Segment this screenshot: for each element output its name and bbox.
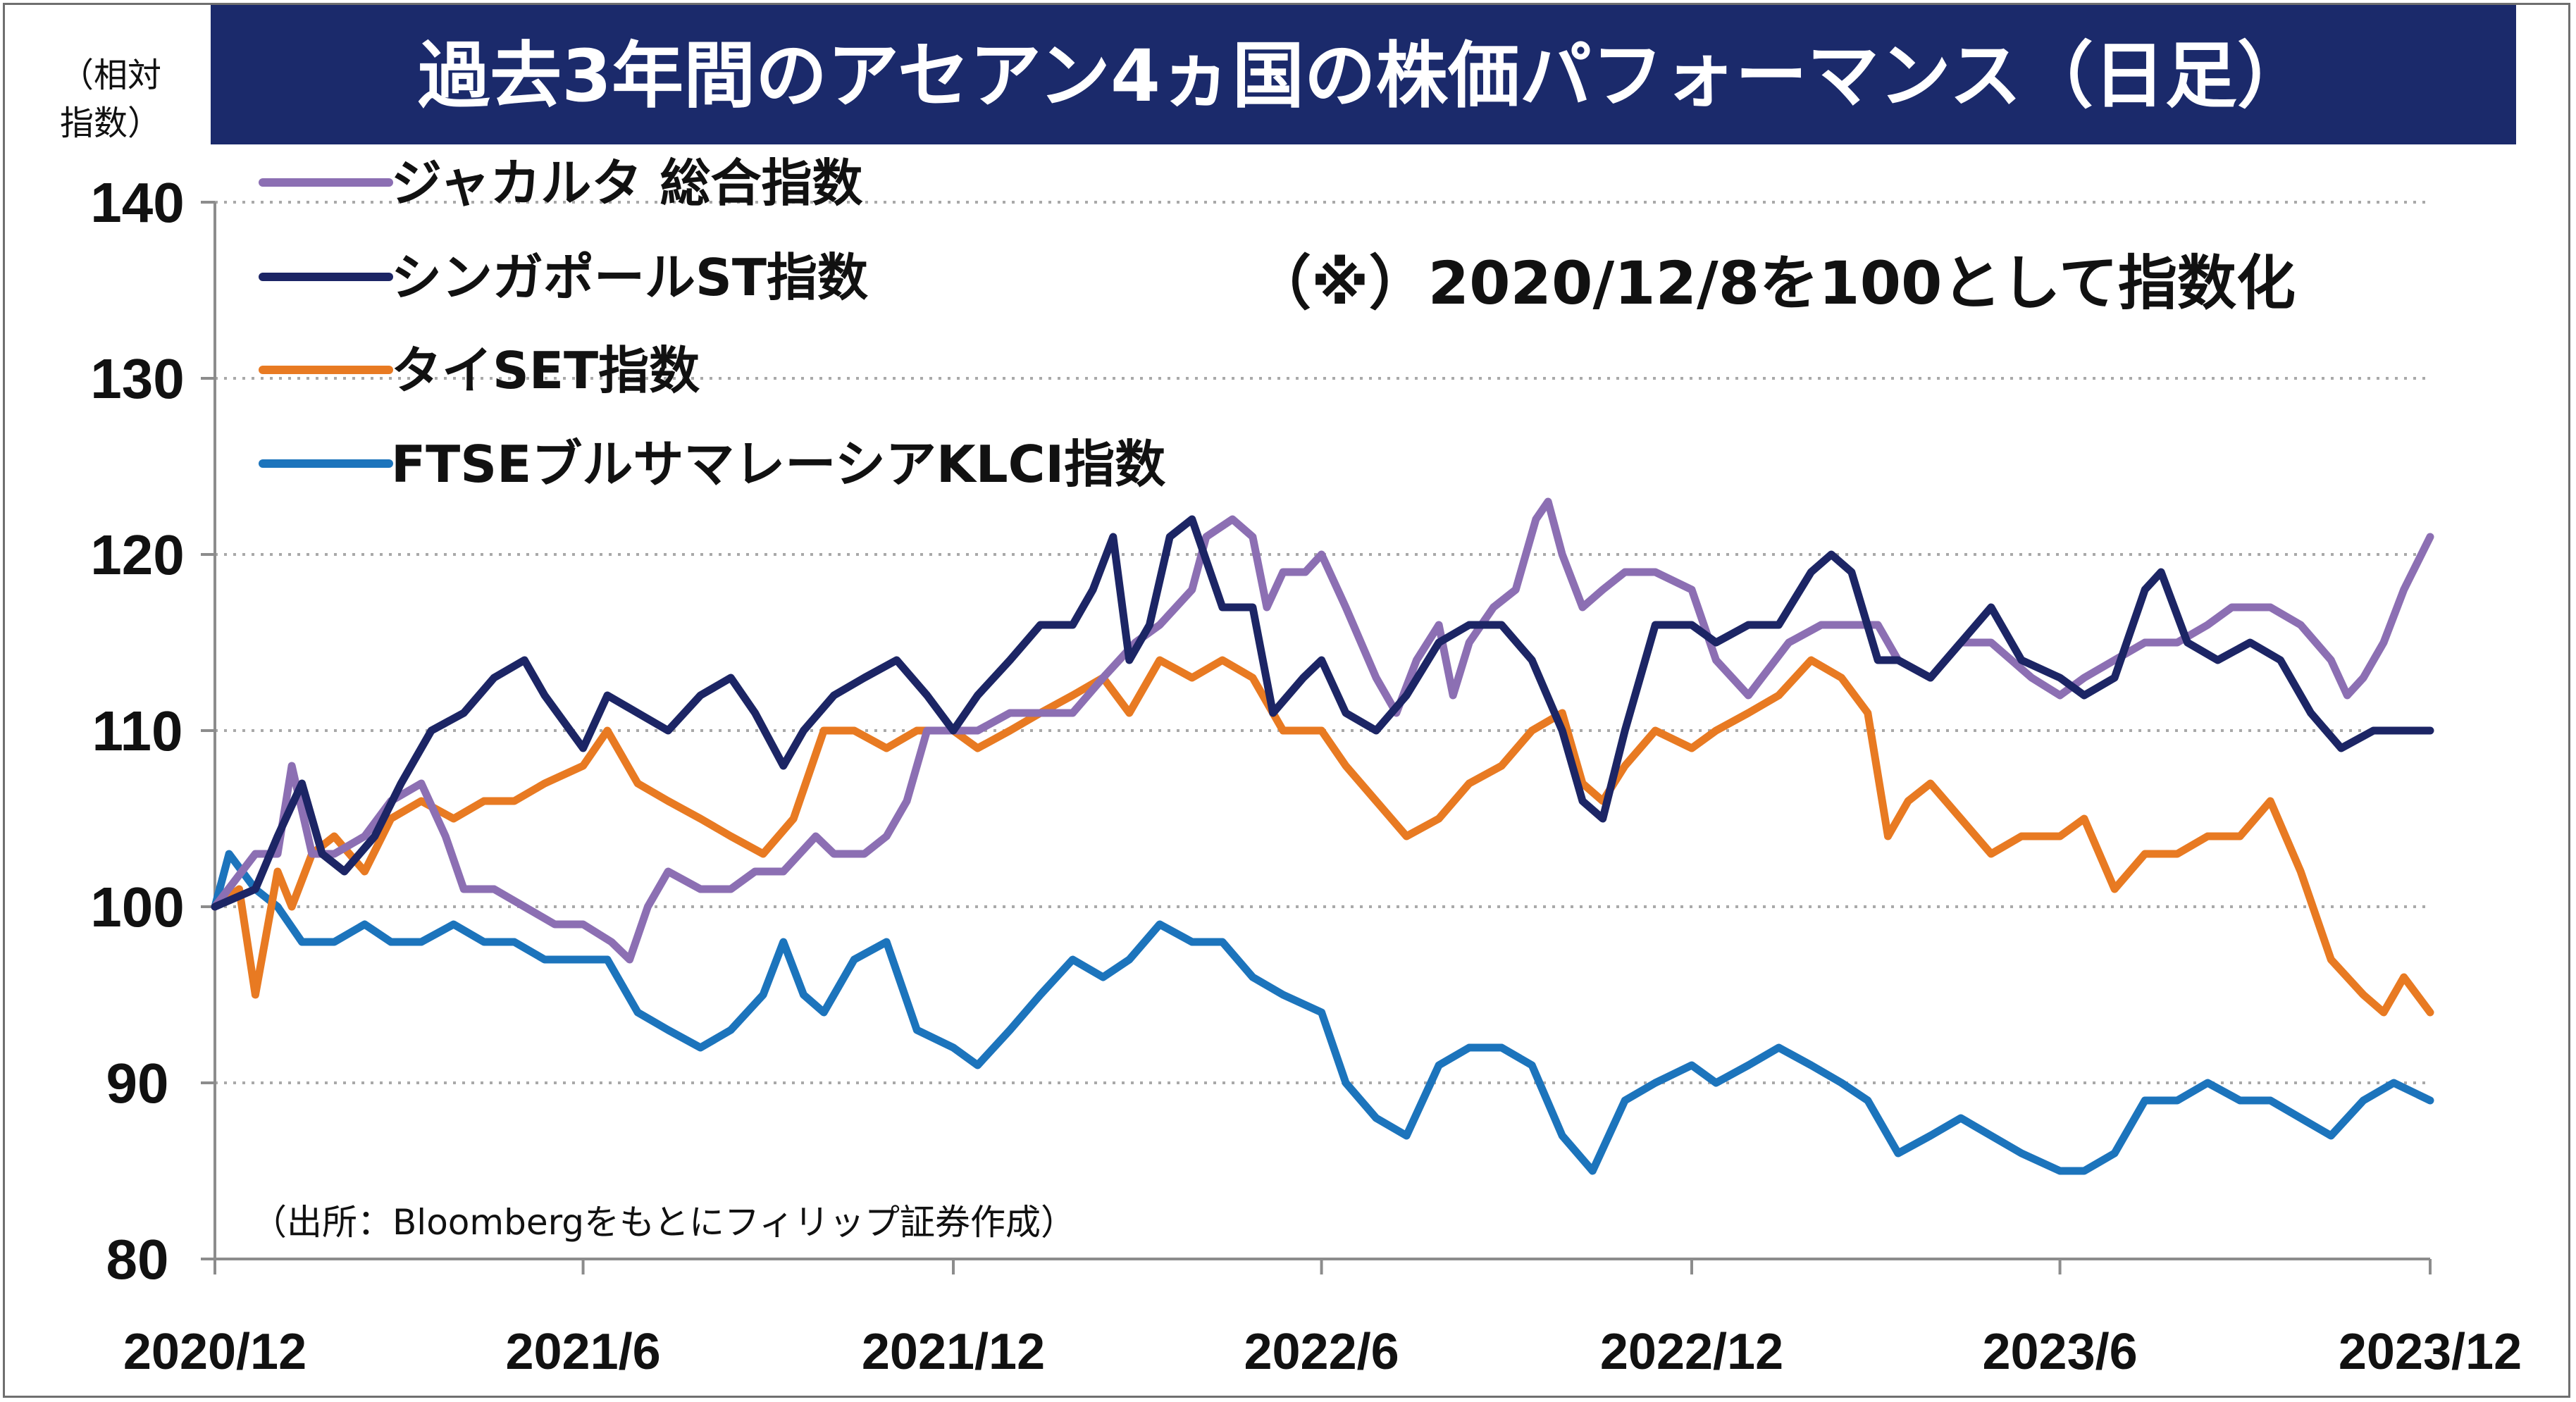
series-line-0	[211, 497, 2434, 964]
x-tick-label: 2021/12	[862, 1324, 1045, 1380]
x-tick-label: 2020/12	[123, 1324, 306, 1380]
axes: 80 90 100 110 120 130 140 2020/12 2021/6 2021/12 2…	[90, 171, 2522, 1380]
x-tick-label: 2022/6	[1244, 1324, 1399, 1380]
x-tick-label: 2023/6	[1982, 1324, 2137, 1380]
y-axis-label-line2: 指数）	[60, 104, 161, 143]
y-tick-label: 130	[90, 347, 184, 410]
y-tick-label: 90	[106, 1052, 169, 1115]
chart-canvas: 過去3年間のアセアン4ヵ国の株価パフォーマンス（日足） （相対 指数） 80 90…	[60, 5, 2522, 1380]
source-note: （出所：Bloombergをもとにフィリップ証券作成）	[252, 1202, 1076, 1243]
legend-label-1: シンガポールST指数	[391, 248, 868, 307]
legend-label-2: タイSET指数	[391, 341, 700, 400]
series-line-1	[211, 515, 2434, 911]
chart-title: 過去3年間のアセアン4ヵ国の株価パフォーマンス（日足）	[418, 35, 2309, 118]
y-tick-label: 110	[92, 700, 182, 762]
legend-label-3: FTSEブルサマレーシアKLCI指数	[391, 435, 1165, 494]
index-note: （※）2020/12/8を100として指数化	[1252, 249, 2296, 318]
x-tick-label: 2021/6	[505, 1324, 660, 1380]
series-lines	[211, 497, 2434, 1175]
y-tick-label: 100	[90, 876, 184, 938]
chart-frame: 過去3年間のアセアン4ヵ国の株価パフォーマンス（日足） （相対 指数） 80 90…	[3, 3, 2570, 1398]
y-axis-label-line1: （相対	[60, 56, 161, 95]
y-tick-label: 120	[90, 523, 184, 586]
title-banner	[211, 5, 2516, 144]
legend-label-0: ジャカルタ 総合指数	[391, 154, 862, 213]
x-tick-label: 2022/12	[1600, 1324, 1783, 1380]
series-line-3	[211, 850, 2434, 1175]
gridlines	[215, 201, 2430, 1084]
y-tick-label: 140	[90, 171, 184, 234]
x-tick-label: 2023/12	[2339, 1324, 2522, 1380]
y-tick-label: 80	[106, 1228, 169, 1291]
series-line-2	[211, 656, 2434, 1017]
